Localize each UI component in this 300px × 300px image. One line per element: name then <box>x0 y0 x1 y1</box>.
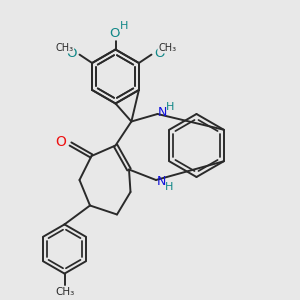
Text: CH₃: CH₃ <box>56 43 74 53</box>
Text: H: H <box>166 102 175 112</box>
Text: H: H <box>165 182 173 192</box>
Text: O: O <box>67 47 77 60</box>
Text: N: N <box>158 106 168 119</box>
Text: O: O <box>154 47 164 60</box>
Text: N: N <box>157 175 166 188</box>
Text: CH₃: CH₃ <box>55 286 74 297</box>
Text: CH₃: CH₃ <box>158 43 176 53</box>
Text: methoxy: methoxy <box>61 47 67 49</box>
Text: O: O <box>56 136 66 149</box>
Text: O: O <box>110 27 120 40</box>
Text: H: H <box>120 21 128 31</box>
